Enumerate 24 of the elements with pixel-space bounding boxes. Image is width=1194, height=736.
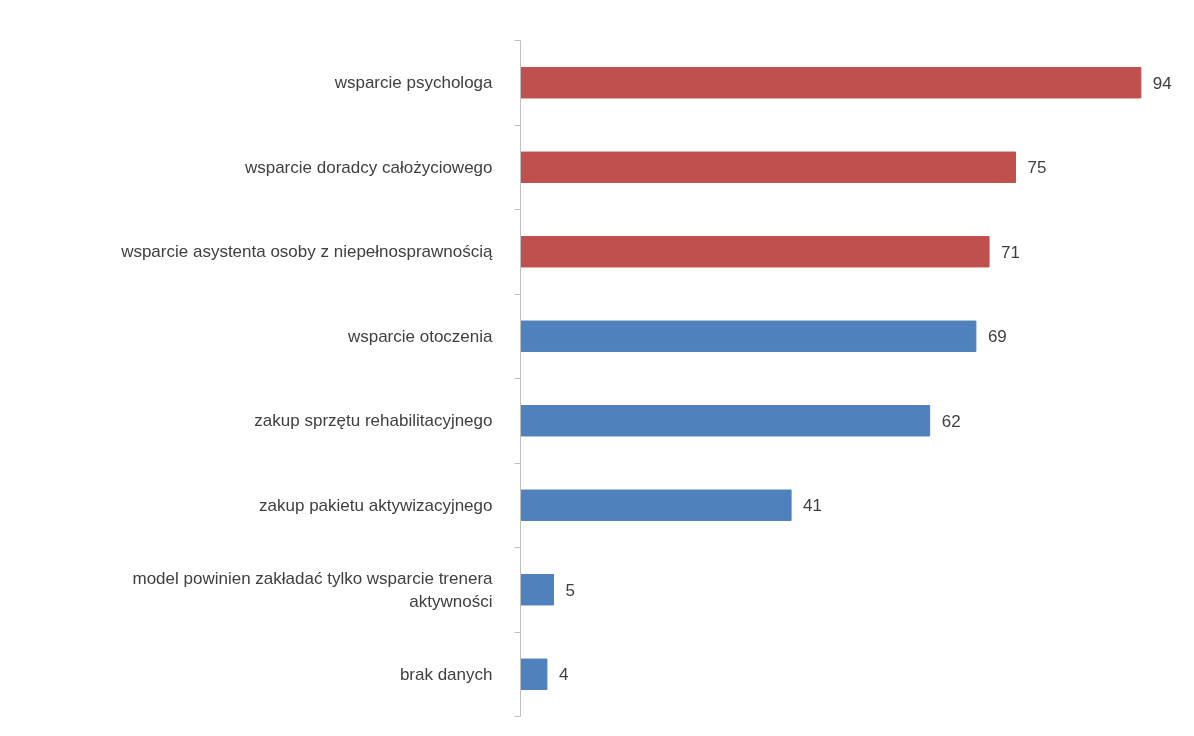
y-tick-label: zakup pakietu aktywizacyjnego	[259, 495, 493, 515]
y-tick-label: wsparcie otoczenia	[346, 326, 494, 346]
data-label: 4	[558, 665, 569, 685]
data-label: 5	[565, 580, 575, 600]
data-label: 94	[1152, 73, 1172, 93]
y-tick-label: brak danych	[399, 664, 493, 684]
bar	[520, 320, 977, 352]
y-tick-label: wsparcie psychologa	[333, 73, 494, 93]
bar	[520, 236, 990, 268]
y-tick-label: wsparcie doradcy całożyciowego	[243, 157, 493, 177]
data-label: 41	[803, 496, 823, 516]
bar	[520, 658, 548, 690]
y-tick-label: zakup sprzętu rehabilitacyjnego	[254, 411, 493, 431]
y-tick-label: model powinien zakładać tylko wsparcie trenera aktywności	[132, 568, 494, 611]
bar	[520, 151, 1016, 183]
bar	[520, 489, 792, 521]
data-label: 69	[987, 327, 1007, 347]
bar	[520, 67, 1142, 99]
bar	[520, 405, 931, 437]
data-label: 71	[1001, 242, 1020, 262]
data-label: 62	[941, 411, 961, 431]
y-tick-label: wsparcie asystenta osoby z niepełnosprawnością	[120, 242, 494, 262]
bar	[520, 574, 554, 606]
data-label: 75	[1027, 158, 1047, 178]
